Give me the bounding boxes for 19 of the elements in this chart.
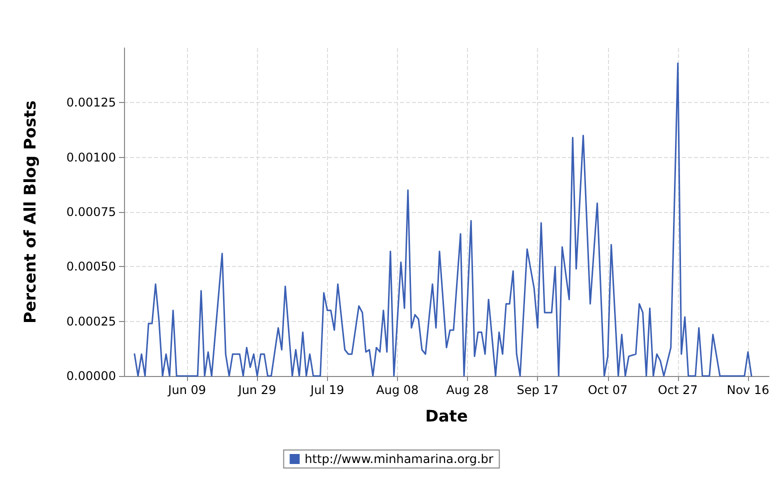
x-tick-label: Aug 08 bbox=[376, 383, 419, 397]
x-tick-label: Nov 16 bbox=[726, 383, 770, 397]
y-tick-label: 0.00050 bbox=[66, 260, 116, 274]
x-tick-label: Oct 07 bbox=[588, 383, 628, 397]
y-tick-label: 0.00100 bbox=[66, 150, 116, 164]
y-tick-label: 0.00000 bbox=[66, 369, 116, 383]
x-tick-label: Aug 28 bbox=[446, 383, 489, 397]
y-tick-label: 0.00125 bbox=[66, 96, 116, 110]
x-tick-label: Oct 27 bbox=[658, 383, 698, 397]
x-tick-label: Jul 19 bbox=[310, 383, 344, 397]
y-tick-label: 0.00075 bbox=[66, 205, 116, 219]
y-tick-label: 0.00025 bbox=[66, 314, 116, 328]
x-tick-label: Jun 29 bbox=[237, 383, 276, 397]
x-axis-title: Date bbox=[425, 406, 468, 426]
x-tick-label: Sep 17 bbox=[516, 383, 558, 397]
x-tick-label: Jun 09 bbox=[167, 383, 206, 397]
y-axis-title: Percent of All Blog Posts bbox=[20, 100, 40, 324]
line-series bbox=[134, 62, 752, 377]
legend-label: http://www.minhamarina.org.br bbox=[304, 452, 494, 466]
